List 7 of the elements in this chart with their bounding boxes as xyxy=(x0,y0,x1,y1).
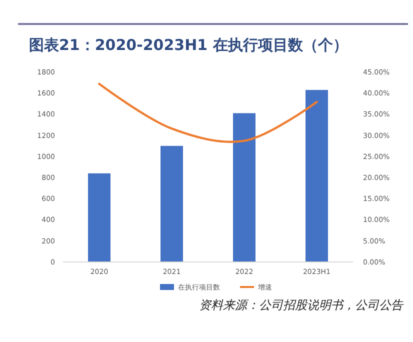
line-series xyxy=(98,82,318,143)
bar xyxy=(306,90,328,262)
bar xyxy=(160,146,183,262)
bar xyxy=(88,173,110,262)
text: 资料来源：公司招股说明书，公司公告 xyxy=(199,298,404,312)
chart-title: 图表21：2020-2023H1 在执行项目数（个） xyxy=(29,36,348,54)
bar xyxy=(233,113,256,262)
